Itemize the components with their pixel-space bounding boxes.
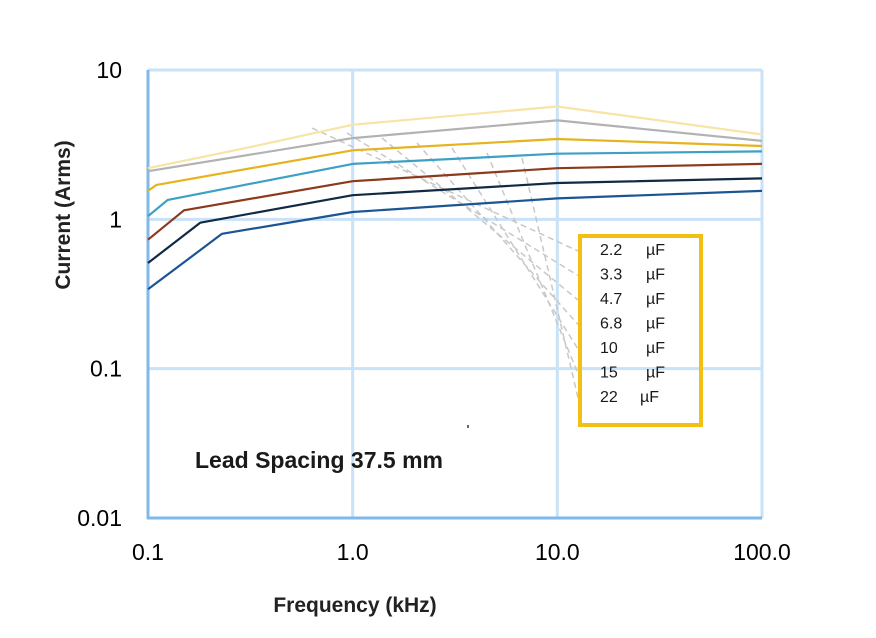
legend-leader-line xyxy=(381,137,579,301)
legend-unit: µF xyxy=(646,340,665,357)
legend-leader-line xyxy=(311,127,579,252)
tick-labels: 0.1 1.0 10.0 100.0 0.01 0.1 1 10 xyxy=(77,57,791,565)
legend-unit: µF xyxy=(646,316,665,333)
lead-spacing-annotation: Lead Spacing 37.5 mm xyxy=(195,447,443,473)
x-tick-label: 100.0 xyxy=(733,539,791,565)
x-tick-label: 1.0 xyxy=(337,539,369,565)
legend-leader-line xyxy=(521,157,579,399)
legend-leader-line xyxy=(416,142,579,325)
legend-label: 6.8 xyxy=(600,316,622,333)
y-axis-title: Current (Arms) xyxy=(52,140,75,289)
legend-unit: µF xyxy=(646,242,665,259)
legend-label: 10 xyxy=(600,340,618,357)
series-line-22uf xyxy=(147,189,763,291)
legend-label: 15 xyxy=(600,365,618,382)
legend-box xyxy=(578,234,703,427)
legend-label: 2.2 xyxy=(600,242,622,259)
x-tick-label: 0.1 xyxy=(132,539,164,565)
data-series xyxy=(147,105,763,291)
series-line-3-3uf xyxy=(147,119,763,173)
series-line-10uf xyxy=(147,162,763,241)
series-line-2-2uf xyxy=(147,105,763,170)
y-tick-label: 1 xyxy=(109,206,122,232)
x-axis-title: Frequency (kHz) xyxy=(273,594,436,617)
legend-label: 3.3 xyxy=(600,267,622,284)
legend-unit: µF xyxy=(646,267,665,284)
y-tick-label: 0.1 xyxy=(90,356,122,382)
legend: 2.2 µF 3.3 µF 4.7 µF 6.8 µF 10 µF 15 µF 22 µF xyxy=(578,234,703,427)
legend-unit: µF xyxy=(646,291,665,308)
gridlines xyxy=(148,68,764,518)
x-tick-label: 10.0 xyxy=(535,539,580,565)
y-tick-label: 0.01 xyxy=(77,505,122,531)
series-line-15uf xyxy=(147,177,763,264)
legend-unit: µF xyxy=(640,389,659,406)
axes xyxy=(146,70,762,520)
series-line-6-8uf xyxy=(147,150,763,218)
legend-label: 4.7 xyxy=(600,291,622,308)
y-tick-label: 10 xyxy=(96,57,122,83)
legend-items: 2.2 µF 3.3 µF 4.7 µF 6.8 µF 10 µF 15 µF 22 µF xyxy=(600,242,665,406)
legend-unit: µF xyxy=(646,365,665,382)
legend-label: 22 xyxy=(600,389,618,406)
series-line-4-7uf xyxy=(147,137,763,192)
